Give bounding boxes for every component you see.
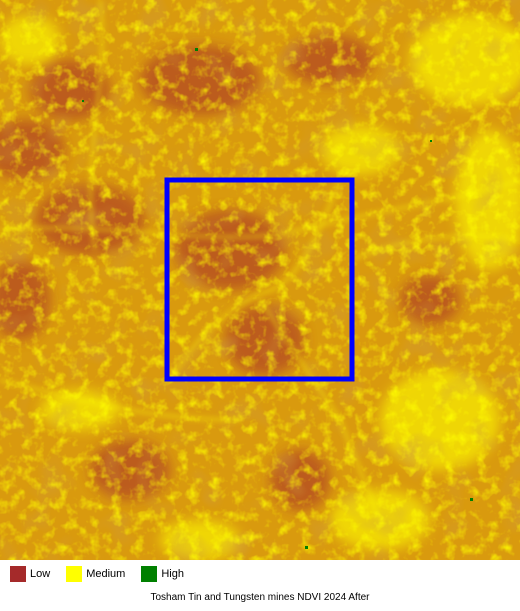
legend-label-low: Low — [30, 568, 51, 580]
fine-texture — [0, 0, 520, 560]
map-caption: Tosham Tin and Tungsten mines NDVI 2024 … — [150, 592, 370, 603]
legend-item-medium: Medium — [66, 566, 125, 582]
area-of-interest-box — [164, 177, 355, 382]
legend-label-high: High — [161, 568, 184, 580]
legend-item-high: High — [141, 566, 184, 582]
map-legend: Low Medium High — [10, 565, 194, 583]
linear-features — [0, 0, 520, 521]
legend-swatch-medium — [66, 566, 83, 582]
legend-swatch-low — [10, 566, 26, 582]
ndvi-raster — [0, 0, 520, 560]
legend-item-low: Low — [10, 566, 50, 582]
ndvi-map — [0, 0, 520, 560]
legend-swatch-high — [141, 566, 158, 582]
legend-label-medium: Medium — [86, 568, 126, 580]
high-ndvi-spots — [82, 48, 473, 549]
